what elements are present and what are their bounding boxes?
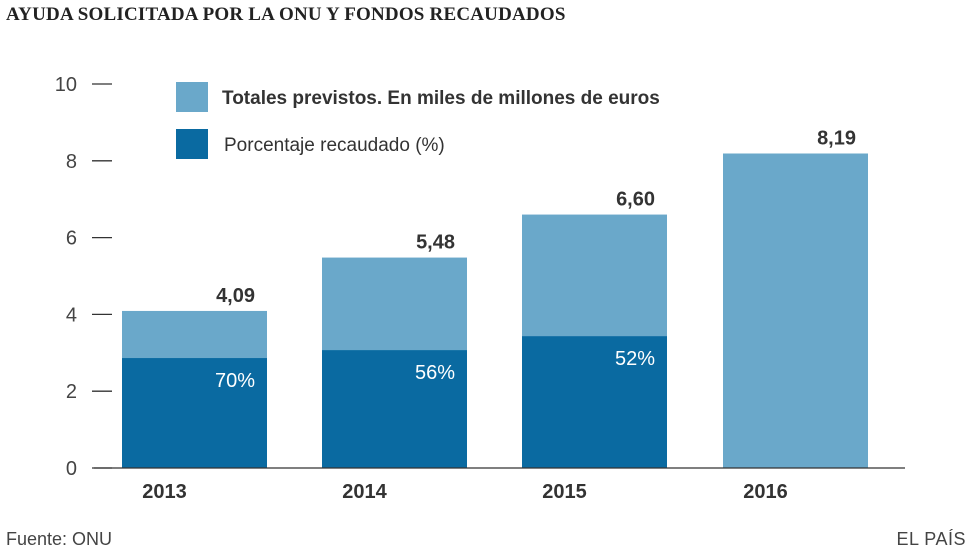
y-tick-label: 0 [66,458,77,480]
x-tick-label-2014: 2014 [342,481,387,503]
x-tick-label-2013: 2013 [142,481,187,503]
source-note: Fuente: ONU [6,529,113,549]
legend-swatch-total [176,82,208,112]
y-tick-label: 8 [66,151,77,173]
x-tick-label-2016: 2016 [743,481,788,503]
bar-raised-2014 [322,350,467,468]
total-label-2016: 8,19 [817,128,856,150]
brand-logo-text: EL PAÍS [896,529,966,549]
y-tick-label: 6 [66,228,77,250]
bar-total-2016 [723,153,868,468]
legend-label-total: Totales previstos. En miles de millones … [222,88,660,109]
total-label-2015: 6,60 [616,189,655,211]
total-label-2013: 4,09 [216,285,255,307]
data-labels: 70% 4,09 2013 56% 5,48 2014 52% 6,60 2015 8,19 201… [142,128,856,503]
y-tick-label: 4 [66,304,77,326]
pct-label-2013: 70% [215,370,255,392]
pct-label-2014: 56% [415,362,455,384]
legend: Totales previstos. En miles de millones … [176,82,660,159]
bar-raised-2013 [122,358,267,468]
legend-label-raised: Porcentaje recaudado (%) [224,135,445,156]
total-label-2014: 5,48 [416,232,455,254]
bars [122,153,868,468]
chart-title: AYUDA SOLICITADA POR LA ONU Y FONDOS REC… [6,4,566,25]
y-tick-label: 10 [55,74,77,96]
y-axis: 0 2 4 6 8 10 [55,74,112,480]
legend-swatch-raised [176,129,208,159]
y-tick-label: 2 [66,381,77,403]
pct-label-2015: 52% [615,348,655,370]
bar-raised-2015 [522,336,667,468]
x-tick-label-2015: 2015 [542,481,587,503]
